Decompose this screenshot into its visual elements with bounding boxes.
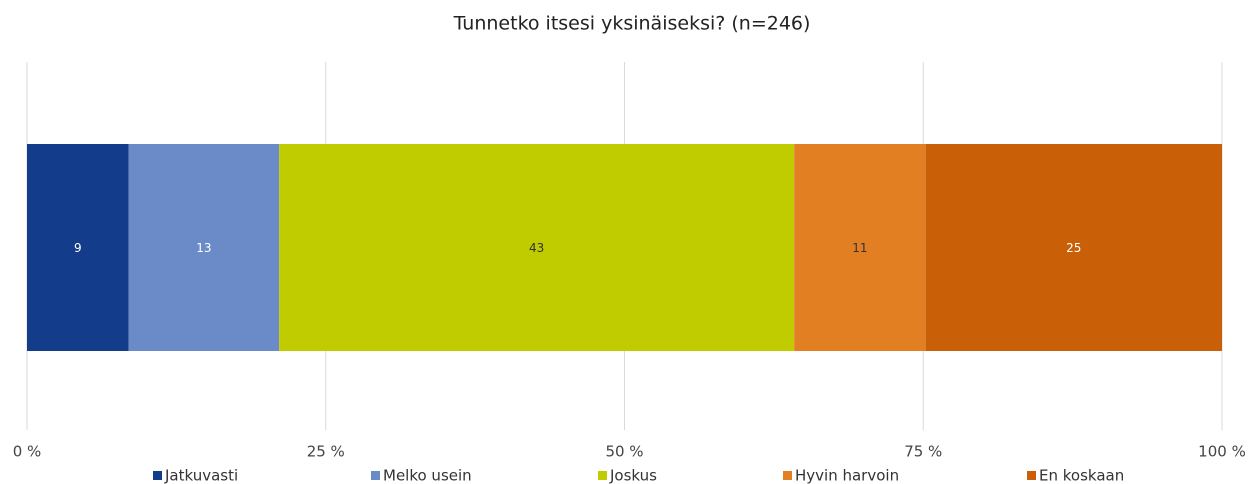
legend-swatch [598, 471, 607, 480]
x-tick-label: 50 % [605, 443, 643, 461]
data-label: 11 [852, 241, 867, 255]
data-label: 43 [529, 241, 544, 255]
x-tick-label: 25 % [307, 443, 345, 461]
bar-segment [279, 144, 795, 351]
legend-swatch [783, 471, 792, 480]
legend-label: Jatkuvasti [164, 467, 238, 484]
bar-segment [27, 144, 129, 351]
bar-segment [128, 144, 280, 351]
data-label: 25 [1066, 241, 1081, 255]
legend-swatch [371, 471, 380, 480]
data-label: 9 [74, 241, 82, 255]
legend-swatch [153, 471, 162, 480]
bar-segment [794, 144, 926, 351]
legend-swatch [1027, 471, 1036, 480]
legend-label: En koskaan [1039, 467, 1124, 484]
x-tick-label: 100 % [1198, 443, 1246, 461]
bar-segment [925, 144, 1222, 351]
x-tick-label: 75 % [904, 443, 942, 461]
chart-title: Tunnetko itsesi yksinäiseksi? (n=246) [453, 13, 811, 35]
x-tick-label: 0 % [13, 443, 42, 461]
legend-label: Hyvin harvoin [795, 467, 899, 484]
data-label: 13 [196, 241, 211, 255]
legend-label: Joskus [609, 467, 657, 484]
legend-label: Melko usein [383, 467, 472, 484]
